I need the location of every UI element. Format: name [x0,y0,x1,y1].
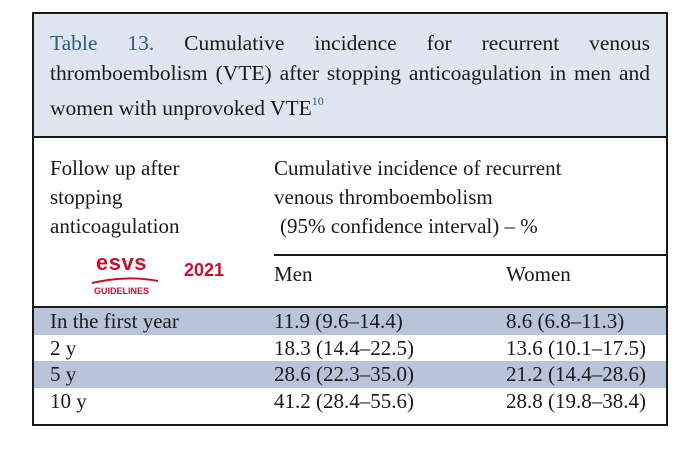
table-caption: Table 13. Cumulative incidence for recur… [34,14,666,138]
followup-header-line-1: Follow up after [50,156,180,180]
men-cell: 28.6 (22.3–35.0) [274,362,414,386]
logo-wordmark: esvs [96,250,147,275]
table-row: In the first year 11.9 (9.6–14.4) 8.6 (6… [34,308,666,335]
table-row: 10 y 41.2 (28.4–55.6) 28.8 (19.8–38.4) [34,388,666,415]
caption-text: Cumulative incidence for recurrent venou… [50,31,650,121]
incidence-header-line-2: venous thromboembolism [274,185,493,209]
logo-swoosh-icon [91,277,159,284]
men-cell: 18.3 (14.4–22.5) [274,335,414,360]
table-row: 5 y 28.6 (22.3–35.0) 21.2 (14.4–28.6) [34,361,666,388]
incidence-table: Table 13. Cumulative incidence for recur… [32,12,668,426]
women-cell: 21.2 (14.4–28.6) [506,362,646,386]
table-body: In the first year 11.9 (9.6–14.4) 8.6 (6… [34,306,666,414]
incidence-header: Cumulative incidence of recurrent venous… [274,154,561,241]
women-cell: 28.8 (19.8–38.4) [506,388,646,413]
table-label: Table 13. [50,31,155,55]
men-cell: 41.2 (28.4–55.6) [274,388,414,413]
column-header-men: Men [274,262,313,286]
followup-header-line-3: anticoagulation [50,214,180,238]
period-cell: 2 y [50,335,77,360]
followup-header-line-2: stopping [50,185,123,209]
period-cell: In the first year [50,309,179,333]
header-divider [274,254,666,256]
women-cell: 8.6 (6.8–11.3) [506,309,625,333]
column-header-women: Women [506,262,571,286]
followup-header: Follow up after stopping anticoagulation [50,154,179,241]
caption-reference: 10 [311,94,324,108]
period-cell: 10 y [50,388,87,413]
table-row: 2 y 18.3 (14.4–22.5) 13.6 (10.1–17.5) [34,335,666,362]
incidence-header-line-1: Cumulative incidence of recurrent [274,156,562,180]
logo-year: 2021 [184,260,225,280]
period-cell: 5 y [50,362,77,386]
esvs-logo: esvs GUIDELINES [86,250,196,304]
incidence-header-line-3: (95% confidence interval) – % [280,214,538,238]
men-cell: 11.9 (9.6–14.4) [274,309,403,333]
women-cell: 13.6 (10.1–17.5) [506,335,646,360]
logo-subtitle: GUIDELINES [94,286,150,296]
